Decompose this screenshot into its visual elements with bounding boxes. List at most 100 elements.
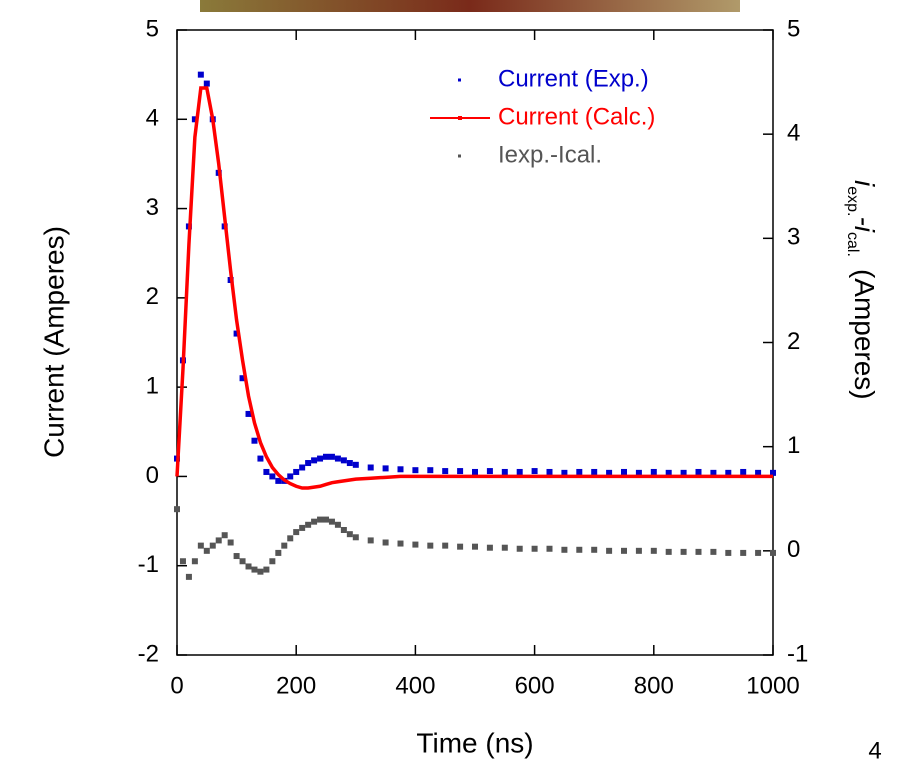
data-point [770, 469, 776, 476]
y2-tick-label: 1 [787, 432, 800, 459]
data-point [695, 548, 702, 555]
data-point [227, 539, 234, 546]
x-tick-label: 0 [170, 672, 183, 699]
y2-label-part: -i [849, 216, 880, 232]
data-point [412, 467, 419, 474]
y-tick-label: 4 [146, 105, 159, 132]
data-point [275, 549, 282, 556]
data-point [665, 548, 672, 555]
data-point [576, 546, 583, 553]
data-point [427, 542, 434, 549]
y2-label-part: exp. [844, 186, 861, 216]
y2-tick-label: 4 [787, 120, 800, 147]
y2-tick-label: 3 [787, 224, 800, 251]
data-point [501, 544, 508, 551]
data-point [293, 529, 300, 536]
data-point [245, 410, 252, 417]
data-point [412, 541, 419, 548]
data-point [346, 460, 353, 467]
data-point [209, 542, 216, 549]
y2-label-part: (Amperes) [849, 269, 880, 400]
data-point [665, 469, 672, 476]
data-point [281, 542, 288, 549]
data-point [311, 518, 318, 525]
data-point [334, 521, 341, 528]
y-tick-label: 5 [146, 15, 159, 42]
data-point [457, 543, 464, 550]
data-point [340, 527, 347, 533]
data-point [486, 544, 493, 551]
data-point [442, 468, 449, 475]
data-point [710, 548, 717, 555]
data-point [340, 457, 347, 464]
x-tick-label: 1000 [746, 672, 799, 699]
legend-label: Current (Exp.) [498, 65, 649, 92]
data-point [740, 549, 747, 556]
data-point [531, 545, 538, 552]
data-point [185, 573, 192, 580]
data-point [328, 453, 335, 460]
data-point [317, 516, 324, 523]
plot-frame [176, 29, 774, 656]
data-point [650, 468, 657, 475]
data-point [346, 531, 353, 538]
data-point [546, 468, 553, 475]
x-axis-label: Time (ns) [416, 727, 533, 758]
data-point [397, 466, 404, 473]
data-point [239, 375, 246, 382]
legend-marker [458, 154, 461, 158]
data-point [576, 468, 583, 475]
data-point [191, 116, 198, 123]
data-point [367, 537, 374, 544]
data-point [680, 469, 687, 476]
data-point [328, 518, 335, 525]
data-point [725, 549, 732, 556]
legend-marker [458, 78, 461, 82]
calc-line [175, 86, 773, 490]
data-point [457, 468, 464, 475]
data-point [591, 468, 598, 475]
data-point [561, 469, 568, 476]
data-point [486, 468, 493, 475]
data-point [472, 543, 478, 550]
data-point [293, 468, 300, 475]
data-point [755, 549, 762, 556]
data-point [680, 548, 687, 555]
data-point [352, 534, 359, 541]
data-point [239, 558, 246, 565]
data-point [367, 464, 374, 471]
y-tick-label: 1 [146, 372, 159, 399]
data-point [561, 546, 568, 553]
legend-label: Current (Calc.) [498, 103, 655, 130]
y2-label-part: cal. [844, 232, 861, 257]
y-tick-label: 0 [146, 462, 159, 489]
data-point [501, 468, 508, 475]
data-point [251, 566, 258, 573]
data-point [299, 524, 306, 531]
data-point [650, 547, 657, 554]
data-point [621, 468, 627, 475]
data-point [257, 455, 264, 462]
y2-tick-label: 0 [787, 536, 800, 563]
x-tick-label: 400 [395, 672, 435, 699]
y2-axis-label: iexp.-ical. (Amperes) [844, 180, 880, 400]
data-point [725, 469, 732, 476]
data-point [606, 547, 613, 554]
data-point [203, 547, 210, 554]
y2-tick-label: 5 [787, 15, 800, 42]
data-point [305, 521, 312, 528]
data-point [323, 516, 329, 523]
data-point [740, 468, 747, 475]
x-tick-label: 600 [515, 672, 555, 699]
header-strip [200, 0, 740, 12]
data-point [179, 558, 186, 565]
page-number: 4 [868, 737, 881, 764]
data-point [546, 545, 553, 552]
data-point [382, 539, 389, 546]
legend-label: Iexp.-Ical. [498, 141, 602, 168]
y-axis-label: Current (Amperes) [38, 226, 69, 458]
data-point [287, 535, 294, 542]
data-point [221, 532, 228, 539]
data-point [305, 460, 312, 467]
